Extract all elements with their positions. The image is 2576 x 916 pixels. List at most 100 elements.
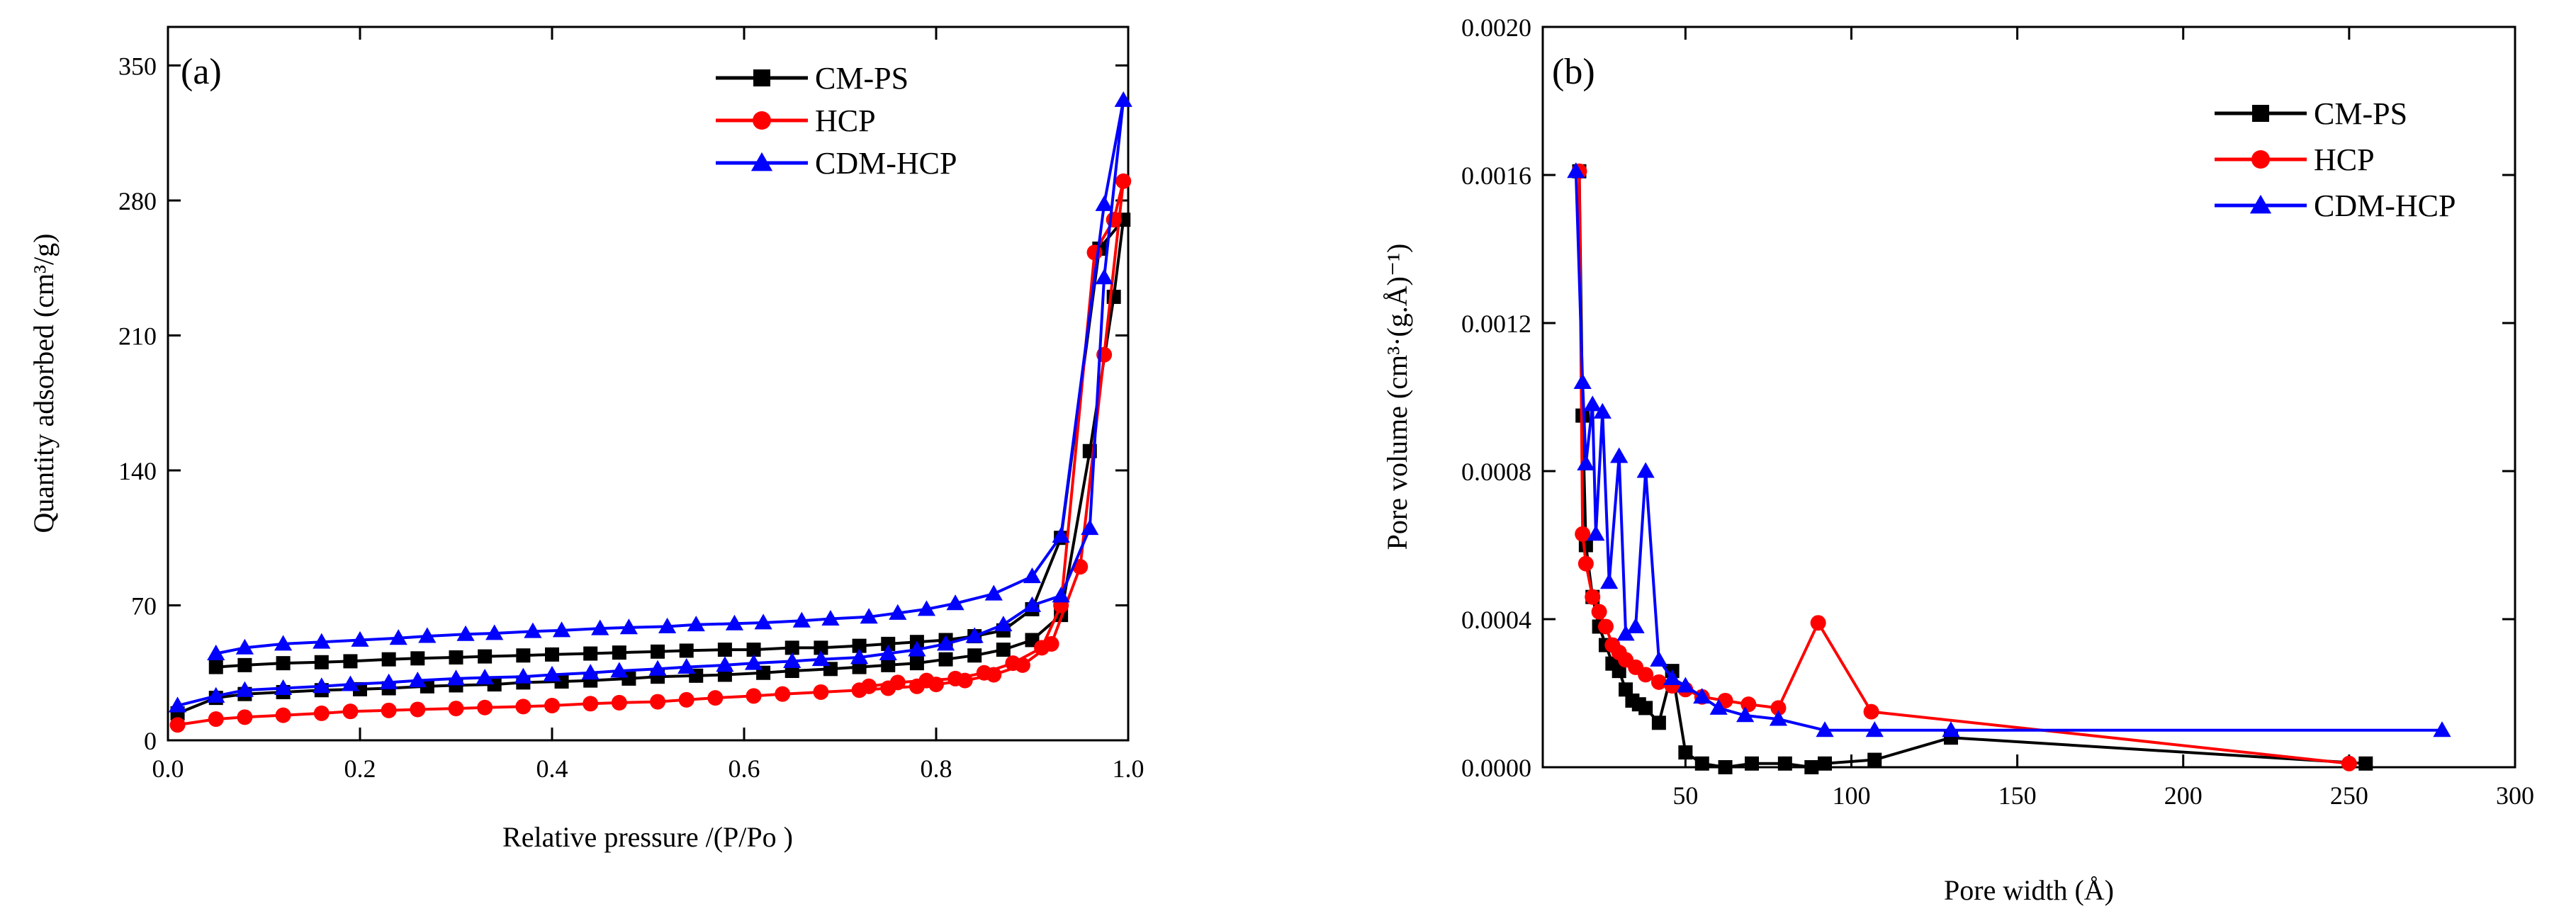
chart-a-point-cdm-hcp	[648, 660, 667, 676]
chart-a-point-cdm-hcp	[581, 664, 600, 680]
chart-b-point-cdm-hcp	[1587, 525, 1605, 541]
chart-b-y-axis-label: Pore volume (cm³·(g.Å)⁻¹)	[1381, 244, 1413, 550]
chart-a-point-cm-ps	[583, 646, 598, 661]
chart-a-point-hcp	[976, 665, 992, 681]
chart-b-line-hcp	[1577, 171, 2350, 765]
chart-b-point-cm-ps	[1777, 756, 1792, 771]
chart-b-x-tick-label: 150	[1998, 781, 2037, 810]
chart-a-point-cdm-hcp	[716, 656, 734, 672]
chart-b-point-cm-ps	[1718, 760, 1733, 774]
chart-a-point-cdm-hcp	[524, 622, 542, 638]
chart-b-legend-label-cm-ps: CM-PS	[2314, 96, 2407, 131]
chart-b-point-hcp	[1810, 615, 1826, 631]
chart-b-point-cdm-hcp	[1709, 699, 1728, 715]
chart-a-point-hcp	[169, 717, 186, 733]
chart-a-x-tick-label: 0.4	[536, 754, 568, 783]
chart-a-point-cdm-hcp	[274, 635, 293, 651]
chart-a-point-cm-ps	[314, 655, 329, 669]
chart-a-point-cdm-hcp	[725, 614, 744, 631]
chart-a-point-cm-ps	[343, 654, 358, 669]
chart-b-y-tick-label: 0.0004	[1461, 606, 1531, 634]
chart-a-point-cm-ps	[938, 652, 953, 667]
chart-b-point-cm-ps	[1619, 682, 1633, 697]
chart-b-point-hcp	[1597, 618, 1614, 635]
chart-a-point-cdm-hcp	[485, 624, 504, 640]
chart-a-series	[168, 91, 1132, 733]
chart-b-point-hcp	[1591, 604, 1607, 620]
chart-a-legend-marker-hcp	[753, 111, 771, 130]
chart-a-legend-label-cm-ps: CM-PS	[815, 61, 909, 96]
chart-a: (a) Relative pressure /(P/Po ) Quantity …	[28, 26, 1144, 853]
chart-b-point-cm-ps	[1678, 745, 1693, 760]
chart-b-legend-label-cdm-hcp: CDM-HCP	[2314, 188, 2456, 223]
chart-a-point-cdm-hcp	[1095, 195, 1113, 211]
chart-a-y-axis-label: Quantity adsorbed (cm³/g)	[28, 234, 60, 533]
chart-a-point-cm-ps	[410, 651, 425, 666]
chart-a-point-cdm-hcp	[783, 652, 802, 668]
chart-b-point-hcp	[1577, 555, 1594, 572]
chart-b-point-cdm-hcp	[1610, 447, 1629, 463]
chart-b-point-cdm-hcp	[1663, 669, 1682, 686]
chart-b-legend-marker-cm-ps	[2252, 105, 2269, 122]
chart-b-point-cdm-hcp	[1693, 688, 1711, 704]
chart-b-legend-marker-cdm-hcp	[2249, 194, 2272, 214]
chart-a-x-axis-label: Relative pressure /(P/Po )	[502, 821, 793, 853]
chart-b-line-cdm-hcp	[1574, 171, 2442, 732]
chart-a-point-cdm-hcp	[994, 616, 1013, 632]
chart-a-point-cdm-hcp	[514, 667, 532, 684]
chart-a-point-hcp	[1086, 244, 1103, 261]
chart-a-point-cdm-hcp	[476, 668, 494, 684]
chart-a-point-cdm-hcp	[1052, 526, 1070, 543]
chart-a-point-cdm-hcp	[168, 696, 187, 713]
chart-a-point-hcp	[650, 694, 666, 710]
chart-a-point-cdm-hcp	[274, 679, 293, 695]
chart-a-point-cdm-hcp	[811, 650, 830, 667]
chart-a-point-cm-ps	[478, 649, 493, 664]
chart-b-legend-label-hcp: HCP	[2314, 142, 2375, 177]
chart-b-point-hcp	[1740, 696, 1757, 713]
chart-a-point-cdm-hcp	[389, 629, 407, 645]
chart-a-point-hcp	[611, 694, 627, 711]
chart-a-point-hcp	[861, 678, 877, 694]
chart-a-point-cm-ps	[276, 656, 291, 671]
chart-a-point-cdm-hcp	[879, 644, 897, 660]
chart-a-x-tick-label: 0.2	[344, 754, 376, 783]
chart-a-legend-marker-cm-ps	[753, 69, 770, 86]
chart-b-point-cdm-hcp	[1616, 625, 1635, 641]
chart-b-panel-label: (b)	[1552, 52, 1595, 92]
chart-a-y-tick-label: 280	[118, 187, 157, 215]
chart-a-point-cdm-hcp	[754, 614, 772, 630]
chart-a-point-cdm-hcp	[207, 644, 225, 660]
chart-a-point-cdm-hcp	[591, 619, 609, 635]
chart-a-point-cdm-hcp	[946, 594, 964, 611]
chart-a-x-tick-label: 0.8	[921, 754, 952, 783]
chart-a-point-cm-ps	[814, 640, 828, 655]
chart-a-point-cdm-hcp	[687, 616, 705, 632]
chart-a-series-hcp	[169, 173, 1132, 733]
chart-b-point-hcp	[1575, 526, 1591, 542]
chart-b-series	[1567, 162, 2451, 774]
chart-a-legend-marker-cdm-hcp	[750, 152, 773, 171]
chart-a-y-tick-label: 210	[118, 322, 157, 350]
chart-a-point-cdm-hcp	[1023, 596, 1042, 612]
chart-b-point-cm-ps	[1612, 664, 1626, 679]
chart-b-point-cdm-hcp	[1573, 373, 1592, 390]
chart-a-point-cdm-hcp	[235, 681, 254, 697]
chart-b-legend-marker-hcp	[2251, 150, 2270, 169]
chart-b-point-hcp	[1650, 674, 1667, 690]
chart-b-point-cm-ps	[1694, 756, 1709, 771]
chart-b-line-cm-ps	[1577, 171, 2366, 769]
chart-a-point-cdm-hcp	[543, 665, 561, 682]
chart-a-point-cdm-hcp	[313, 677, 331, 694]
chart-a-frame	[167, 26, 1130, 742]
chart-b-y-tick-label: 0.0016	[1461, 162, 1531, 190]
chart-a-legend: CM-PS HCP CDM-HCP	[716, 61, 957, 181]
chart-a-point-hcp	[1005, 655, 1021, 672]
chart-a-point-cm-ps	[996, 643, 1011, 657]
chart-a-point-cm-ps	[881, 636, 896, 651]
chart-a-y-tick-label: 140	[118, 457, 157, 485]
chart-b-x-tick-label: 250	[2330, 781, 2368, 810]
chart-b-point-cdm-hcp	[1736, 706, 1755, 723]
chart-a-point-cm-ps	[909, 656, 924, 671]
chart-a-line-cdm-hcp	[177, 98, 1125, 707]
